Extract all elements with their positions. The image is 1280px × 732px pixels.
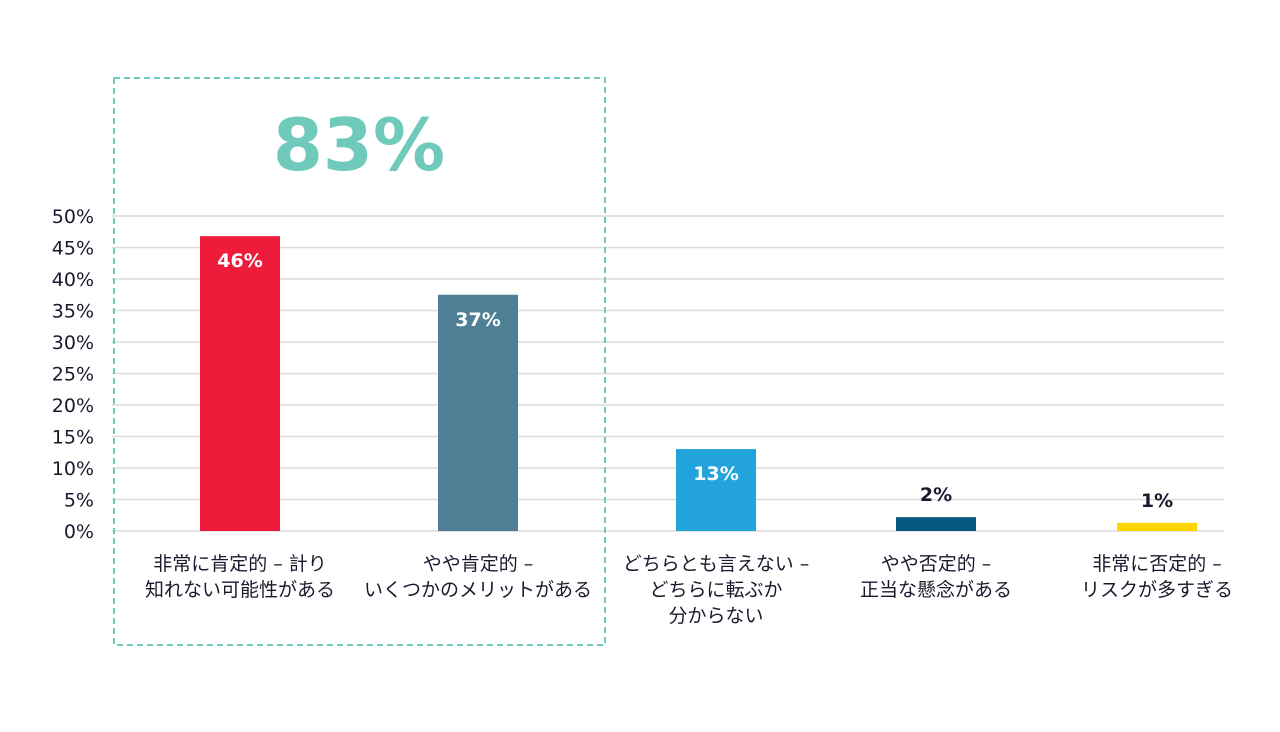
y-tick-label: 50% (52, 206, 94, 228)
x-category-label: やや肯定的 –いくつかのメリットがある (364, 553, 592, 601)
y-tick-label: 45% (52, 238, 94, 260)
x-category-label: どちらとも言えない –どちらに転ぶか分からない (623, 553, 810, 627)
y-tick-label: 20% (52, 395, 94, 417)
x-category-label: やや否定的 –正当な懸念がある (860, 553, 1012, 601)
y-tick-label: 40% (52, 269, 94, 291)
bar (676, 449, 756, 531)
bar-value-label: 13% (693, 463, 738, 485)
bar (200, 236, 280, 531)
y-tick-label: 25% (52, 364, 94, 386)
y-axis-ticks: 0% 5% 10% 15% 20% 25% 30% 35% 40% 45% 50% (52, 206, 94, 543)
y-tick-label: 0% (64, 521, 94, 543)
y-tick-label: 15% (52, 427, 94, 449)
bar (896, 517, 976, 531)
highlight-box (113, 77, 606, 646)
bar-value-label: 1% (1141, 490, 1173, 512)
highlight-total-label: 83% (273, 103, 445, 187)
bar (438, 294, 518, 531)
y-tick-label: 10% (52, 458, 94, 480)
x-category-label: 非常に肯定的 – 計り知れない可能性がある (145, 553, 335, 601)
bar (1117, 522, 1197, 531)
x-category-label: 非常に否定的 –リスクが多すぎる (1081, 553, 1233, 601)
gridlines (112, 215, 1224, 532)
bar-value-label: 2% (920, 484, 952, 506)
y-tick-label: 30% (52, 332, 94, 354)
y-tick-label: 35% (52, 301, 94, 323)
bar-value-label: 37% (455, 309, 500, 331)
y-tick-label: 5% (64, 490, 94, 512)
bar-value-label: 46% (217, 250, 262, 272)
bars: 46% 37% 13% 2% 1% (200, 236, 1197, 531)
